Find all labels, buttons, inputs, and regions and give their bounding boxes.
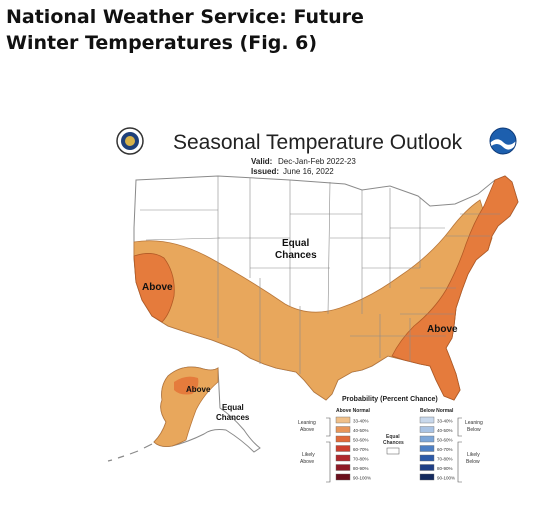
legend-above-label-5: 80-90% [353,466,369,471]
legend-above-header: Above Normal [336,408,371,414]
legend-above-swatch-3 [335,445,351,452]
map-title: Seasonal Temperature Outlook [173,131,463,154]
region-label-above-west: Above [142,282,173,293]
legend-above-swatch-5 [335,464,351,471]
legend-below-label-0: 33-40% [437,419,453,424]
alaska-above-region [153,366,219,447]
region-label-equal-alaska: Equal [222,403,244,412]
region-label-equal-chances-2: Chances [275,250,317,261]
legend-above-label-3: 60-70% [353,447,369,452]
legend-leaning-above: Leaning [298,420,316,426]
valid-label: Valid: [251,157,272,166]
legend-below-swatch-5 [419,464,435,471]
legend-above-bins: 33-40% 40-50% 50-60% 60-70% 70-80% 80-90% 90-1… [335,416,371,481]
seasonal-outlook-map: Seasonal Temperature Outlook Valid: Dec-… [100,118,535,496]
legend: Probability (Percent Chance) Above Norma… [298,396,483,483]
legend-below-swatch-1 [419,426,435,433]
valid-value: Dec-Jan-Feb 2022-23 [278,157,356,166]
legend-above-label-2: 50-60% [353,438,369,443]
legend-below-label-2: 50-60% [437,438,453,443]
region-label-equal-alaska-2: Chances [216,413,250,422]
issued-value: June 16, 2022 [283,167,334,176]
legend-likely-below-2: Below [466,459,480,465]
legend-above-label-4: 70-80% [353,457,369,462]
legend-above-label-1: 40-50% [353,428,369,433]
legend-below-swatch-4 [419,454,435,462]
legend-above-swatch-2 [335,435,351,443]
legend-equal-chances-2: Chances [383,440,404,446]
noaa-logo-icon [489,127,517,155]
legend-below-swatch-6 [419,473,435,481]
legend-above-swatch-0 [335,416,351,424]
above-region-west [133,253,175,323]
region-label-above-alaska: Above [186,385,211,394]
legend-leaning-below: Leaning [465,420,483,426]
legend-likely-above: Likely [302,452,315,458]
legend-likely-below: Likely [467,452,480,458]
legend-above-swatch-1 [335,426,351,433]
legend-bracket-left [326,417,331,483]
region-label-equal-chances: Equal [282,238,309,249]
legend-below-bins: 33-40% 40-50% 50-60% 60-70% 70-80% 80-90% 90-1… [419,416,455,481]
alaska-inner-above [174,376,199,395]
legend-equal-chances: Equal [386,434,400,440]
legend-below-swatch-2 [419,435,435,443]
legend-below-label-4: 70-80% [437,457,453,462]
legend-above-swatch-4 [335,454,351,462]
legend-below-swatch-3 [419,445,435,452]
legend-above-label-0: 33-40% [353,419,369,424]
legend-likely-above-2: Above [300,459,314,465]
legend-below-label-1: 40-50% [437,428,453,433]
legend-leaning-below-2: Below [467,427,481,433]
legend-below-label-3: 60-70% [437,447,453,452]
legend-above-label-6: 90-100% [353,476,371,481]
legend-equal-swatch [386,447,400,455]
legend-title: Probability (Percent Chance) [342,396,438,403]
legend-below-swatch-0 [419,416,435,424]
legend-leaning-above-2: Above [300,427,314,433]
legend-below-label-5: 80-90% [437,466,453,471]
state-boundaries [140,176,500,374]
aleutian-islands [107,443,153,462]
doc-seal-icon [116,127,144,155]
legend-below-header: Below Normal [420,408,454,414]
slide-title: National Weather Service: Future Winter … [6,6,364,54]
legend-above-swatch-6 [335,473,351,481]
issued-label: Issued: [251,167,279,176]
legend-bracket-right [457,417,462,483]
legend-below-label-6: 90-100% [437,476,455,481]
region-label-above-east: Above [427,324,458,335]
